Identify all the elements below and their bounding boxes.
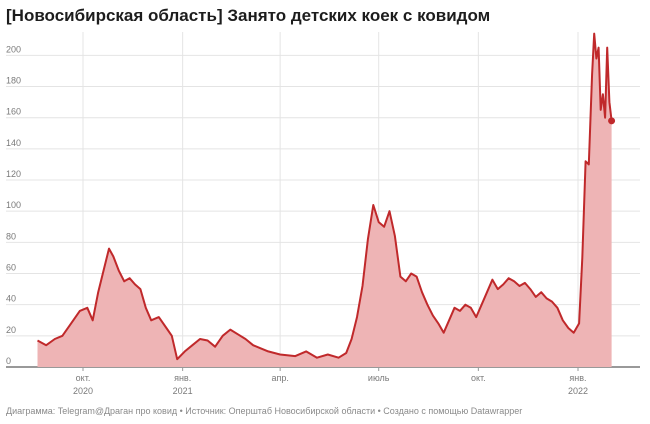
y-tick-label: 20: [6, 325, 16, 335]
series-area: [37, 33, 612, 367]
y-tick-label: 60: [6, 263, 16, 273]
x-tick-label: окт.: [76, 373, 91, 383]
series-end-point: [608, 117, 616, 125]
chart-area: 0 20 40 60 80 100 120 140 160 180 200 окт. 2020 янв. 2…: [6, 32, 640, 396]
y-tick-label: 120: [6, 169, 21, 179]
series-line: [37, 32, 613, 361]
y-tick-label: 180: [6, 76, 21, 86]
x-tick-label: янв.: [174, 373, 191, 383]
x-tick-year-label: 2022: [568, 386, 588, 396]
area-layer: [37, 32, 616, 367]
y-tick-label: 160: [6, 107, 21, 117]
y-tick-label: 140: [6, 138, 21, 148]
x-tick-label: окт.: [471, 373, 486, 383]
y-tick-label: 0: [6, 356, 11, 366]
y-tick-label: 200: [6, 44, 21, 54]
x-tick-label: июль: [368, 373, 390, 383]
x-tick-label: апр.: [271, 373, 288, 383]
x-tick-year-label: 2020: [73, 386, 93, 396]
tick-layer: 0 20 40 60 80 100 120 140 160 180 200 окт. 2020 янв. 2…: [6, 44, 588, 396]
y-tick-label: 80: [6, 231, 16, 241]
x-tick-year-label: 2021: [173, 386, 193, 396]
chart-footer: Диаграмма: Telegram@Драган про ковид • И…: [6, 406, 523, 416]
x-tick-label: янв.: [569, 373, 586, 383]
chart-title: [Новосибирская область] Занято детских к…: [6, 6, 491, 25]
y-tick-label: 40: [6, 294, 16, 304]
y-tick-label: 100: [6, 200, 21, 210]
